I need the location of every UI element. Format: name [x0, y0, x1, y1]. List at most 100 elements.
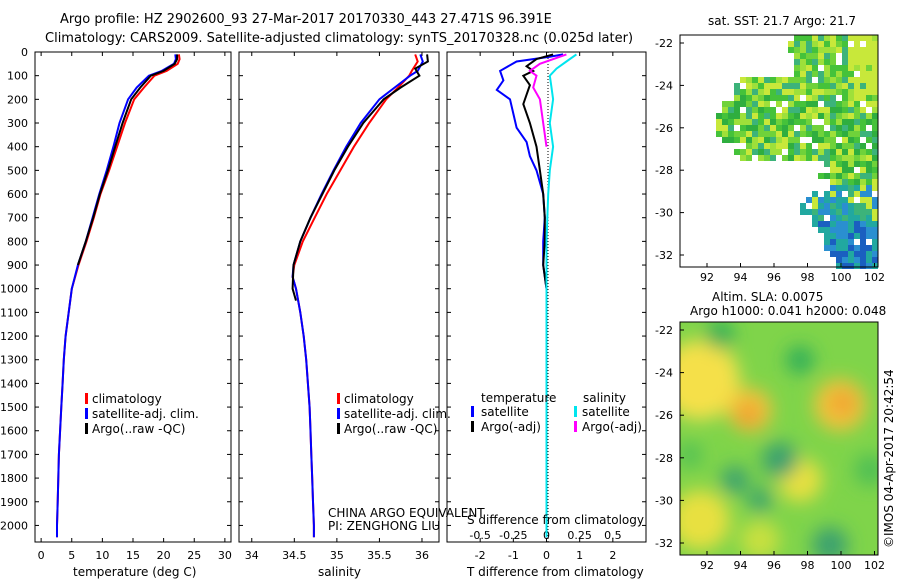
depth-tick-label: 300: [7, 117, 28, 130]
sst-cell: [782, 137, 788, 143]
sst-cell: [830, 53, 836, 59]
sst-cell: [842, 35, 848, 41]
depth-tick-label: 1500: [0, 401, 28, 414]
sst-cell: [824, 59, 830, 65]
sst-cell: [836, 101, 842, 107]
sst-cell: [746, 125, 752, 131]
legend-swatch-t-satellite: [471, 406, 474, 417]
sla-map-title2: Argo h1000: 0.041 h2000: 0.048: [690, 304, 886, 318]
sst-cell: [818, 125, 824, 131]
series-line: [528, 53, 567, 147]
sst-cell: [860, 221, 866, 227]
sst-cell: [830, 77, 836, 83]
sst-cell: [830, 215, 836, 221]
sst-cell: [770, 131, 776, 137]
sst-cell: [818, 137, 824, 143]
sst-cell: [842, 203, 848, 209]
sst-cell: [830, 143, 836, 149]
sst-cell: [854, 245, 860, 251]
sst-cell: [848, 137, 854, 143]
sst-cell: [776, 131, 782, 137]
depth-tick-label: 0: [21, 46, 28, 59]
sst-cell: [860, 263, 866, 269]
sst-cell: [836, 77, 842, 83]
sst-cell: [752, 119, 758, 125]
sst-cell: [860, 65, 866, 71]
sst-cell: [758, 77, 764, 83]
lon-tick-label: 92: [700, 271, 714, 284]
sst-cell: [776, 83, 782, 89]
sst-cell: [746, 77, 752, 83]
sst-cell: [860, 107, 866, 113]
sst-cell: [806, 65, 812, 71]
sst-cell: [866, 89, 872, 95]
sst-cell: [872, 47, 878, 53]
sst-cell: [842, 263, 848, 269]
sst-cell: [836, 113, 842, 119]
sst-cell: [806, 83, 812, 89]
sst-cell: [794, 95, 800, 101]
depth-tick-label: 1100: [0, 306, 28, 319]
sst-cell: [812, 125, 818, 131]
sst-cell: [842, 53, 848, 59]
sst-cell: [746, 89, 752, 95]
sst-cell: [740, 125, 746, 131]
sst-cell: [866, 83, 872, 89]
sst-cell: [866, 191, 872, 197]
sst-cell: [830, 35, 836, 41]
sst-cell: [806, 71, 812, 77]
s-tick-label: 0.5: [604, 529, 622, 542]
sst-cell: [794, 53, 800, 59]
sst-cell: [842, 245, 848, 251]
sst-cell: [782, 119, 788, 125]
sst-cell: [860, 185, 866, 191]
sst-cell: [848, 203, 854, 209]
sst-cell: [854, 101, 860, 107]
x-tick-label: 5: [68, 549, 75, 562]
sst-cell: [866, 203, 872, 209]
sst-cell: [794, 149, 800, 155]
sst-cell: [746, 107, 752, 113]
sst-cell: [806, 107, 812, 113]
credit: ©IMOS 04-Apr-2017 20:42:54: [882, 369, 896, 548]
lat-tick-label: -30: [655, 494, 673, 507]
sst-cell: [842, 209, 848, 215]
sst-cell: [806, 35, 812, 41]
sst-map-frame: [679, 34, 879, 268]
sst-cell: [842, 65, 848, 71]
sst-cell: [872, 149, 878, 155]
sst-cell: [818, 221, 824, 227]
depth-tick-label: 1800: [0, 472, 28, 485]
sst-cell: [854, 65, 860, 71]
sst-cell: [842, 173, 848, 179]
sst-cell: [848, 65, 854, 71]
sla-blob: [831, 391, 855, 415]
sst-cell: [836, 149, 842, 155]
sst-cell: [746, 137, 752, 143]
sst-cell: [752, 113, 758, 119]
x-tick-label: 36: [415, 549, 429, 562]
sst-cell: [722, 113, 728, 119]
sst-cell: [794, 71, 800, 77]
sst-cell: [866, 149, 872, 155]
lon-tick-label: 94: [734, 271, 748, 284]
sst-cell: [836, 161, 842, 167]
legend-argo: Argo(..raw -QC): [344, 422, 437, 436]
sst-cell: [836, 191, 842, 197]
sst-cell: [866, 59, 872, 65]
sst-cell: [872, 185, 878, 191]
sst-cell: [866, 263, 872, 269]
legend-argo: Argo(..raw -QC): [92, 422, 185, 436]
sst-cell: [788, 143, 794, 149]
sla-blob: [706, 322, 734, 349]
sst-cell: [752, 89, 758, 95]
s-diff-xlabel: S difference from climatology: [467, 513, 644, 527]
sst-cell: [788, 41, 794, 47]
sst-cell: [854, 59, 860, 65]
sst-cell: [866, 77, 872, 83]
sst-cell: [872, 35, 878, 41]
sst-cell: [716, 131, 722, 137]
sst-cell: [764, 131, 770, 137]
sst-cell: [824, 227, 830, 233]
lon-tick-label: 102: [864, 559, 885, 572]
